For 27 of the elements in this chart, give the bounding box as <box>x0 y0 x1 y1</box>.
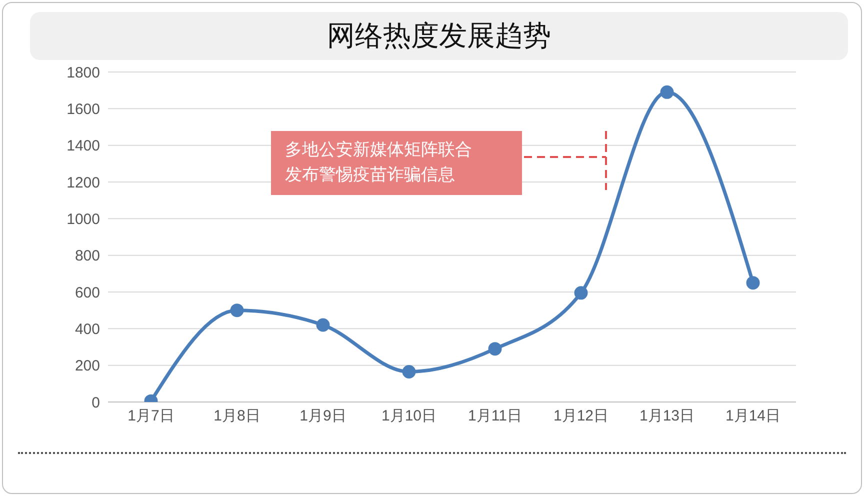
x-tick-label: 1月11日 <box>468 408 522 425</box>
x-tick-label: 1月8日 <box>214 408 260 425</box>
x-tick-label: 1月7日 <box>128 408 174 425</box>
annotation: 多地公安新媒体矩阵联合发布警惕疫苗诈骗信息 <box>285 139 473 186</box>
x-tick-label: 1月10日 <box>381 408 437 425</box>
y-tick-label: 1200 <box>66 174 100 192</box>
y-tick-label: 1400 <box>66 138 100 155</box>
y-tick-label: 1600 <box>66 100 100 118</box>
point <box>660 85 674 99</box>
y-tick-label: 1800 <box>66 64 100 82</box>
x-tick-label: 1月12日 <box>553 408 609 425</box>
point <box>402 365 416 378</box>
x-tick-label: 1月13日 <box>639 408 695 425</box>
y-tick-label: 1000 <box>66 210 100 228</box>
y-tick-label: 200 <box>74 358 100 375</box>
x-tick-label: 1月14日 <box>725 408 781 425</box>
point <box>746 276 760 290</box>
y-tick-label: 800 <box>74 248 100 265</box>
y-tick-label: 0 <box>92 394 100 412</box>
point <box>574 286 588 300</box>
point <box>230 304 244 318</box>
point <box>316 318 330 332</box>
point <box>488 342 502 356</box>
chart-title: 网络热度发展趋势 <box>30 12 848 60</box>
y-tick-label: 600 <box>74 284 100 302</box>
y-tick-label: 400 <box>74 320 100 338</box>
x-tick-label: 1月9日 <box>300 408 346 425</box>
